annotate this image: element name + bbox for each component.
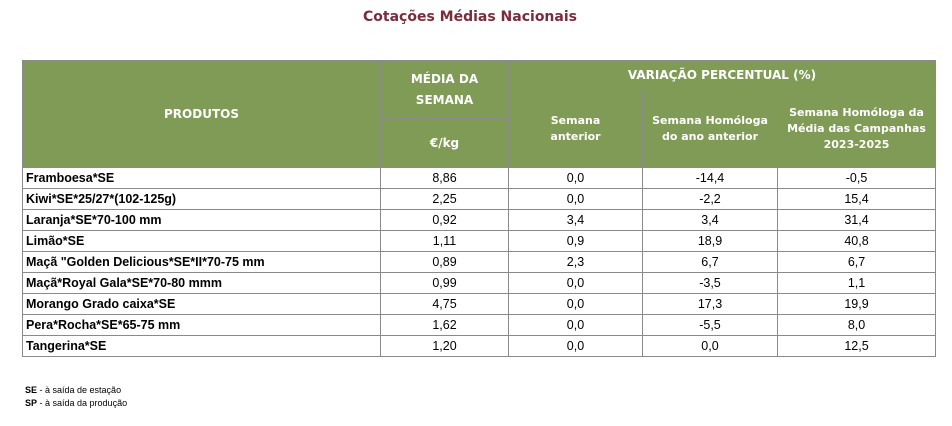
- header-semana-homologa-media-label: Semana Homóloga da Média das Campanhas 2…: [787, 105, 926, 151]
- footnote-se: SE - à saída de estação: [25, 384, 127, 397]
- cell-media: 1,62: [380, 314, 509, 336]
- cell-anterior: 0,0: [508, 272, 643, 294]
- cell-anterior: 2,3: [508, 251, 643, 273]
- cell-homologa: -14,4: [642, 167, 778, 189]
- header-media-semana-label: MÉDIA DA SEMANA: [410, 71, 479, 107]
- cell-homologa-media: 40,8: [776, 230, 937, 252]
- header-produtos: PRODUTOS: [22, 60, 381, 168]
- cell-homologa: -5,5: [642, 314, 778, 336]
- cell-media: 4,75: [380, 293, 509, 315]
- cell-homologa: 17,3: [642, 293, 778, 315]
- cell-produto: Pera*Rocha*SE*65-75 mm: [22, 314, 381, 336]
- table-row: Framboesa*SE 8,86 0,0 -14,4 -0,5: [22, 167, 937, 189]
- cell-homologa-media: 6,7: [776, 251, 937, 273]
- header-semana-anterior-label: Semana anterior: [550, 113, 601, 143]
- cell-media: 0,89: [380, 251, 509, 273]
- cell-media: 0,92: [380, 209, 509, 231]
- cell-produto: Laranja*SE*70-100 mm: [22, 209, 381, 231]
- footnote-se-text: - à saída de estação: [37, 385, 122, 395]
- quotes-table: PRODUTOS MÉDIA DA SEMANA VARIAÇÃO PERCEN…: [22, 60, 937, 357]
- cell-anterior: 0,0: [508, 293, 643, 315]
- table-row: Kiwi*SE*25/27*(102-125g) 2,25 0,0 -2,2 1…: [22, 188, 937, 210]
- cell-homologa-media: -0,5: [776, 167, 937, 189]
- table-row: Laranja*SE*70-100 mm 0,92 3,4 3,4 31,4: [22, 209, 937, 231]
- cell-media: 8,86: [380, 167, 509, 189]
- cell-anterior: 0,0: [508, 188, 643, 210]
- cell-media: 2,25: [380, 188, 509, 210]
- cell-produto: Maçã "Golden Delicious*SE*II*70-75 mm: [22, 251, 381, 273]
- cell-homologa: 0,0: [642, 335, 778, 357]
- footnote-sp-text: - à saída da produção: [37, 398, 128, 408]
- footnotes: SE - à saída de estação SP - à saída da …: [25, 384, 127, 410]
- cell-homologa-media: 31,4: [776, 209, 937, 231]
- cell-anterior: 0,0: [508, 167, 643, 189]
- cell-homologa: 18,9: [642, 230, 778, 252]
- cell-produto: Morango Grado caixa*SE: [22, 293, 381, 315]
- cell-homologa-media: 15,4: [776, 188, 937, 210]
- cell-anterior: 0,9: [508, 230, 643, 252]
- table-row: Maçã "Golden Delicious*SE*II*70-75 mm 0,…: [22, 251, 937, 273]
- cell-media: 0,99: [380, 272, 509, 294]
- cell-media: 1,20: [380, 335, 509, 357]
- table-row: Limão*SE 1,11 0,9 18,9 40,8: [22, 230, 937, 252]
- cell-homologa-media: 8,0: [776, 314, 937, 336]
- cell-homologa: 3,4: [642, 209, 778, 231]
- header-semana-anterior: Semana anterior: [508, 89, 643, 168]
- cell-produto: Limão*SE: [22, 230, 381, 252]
- cell-homologa: -2,2: [642, 188, 778, 210]
- cell-produto: Tangerina*SE: [22, 335, 381, 357]
- header-variacao: VARIAÇÃO PERCENTUAL (%): [507, 60, 937, 90]
- table-row: Pera*Rocha*SE*65-75 mm 1,62 0,0 -5,5 8,0: [22, 314, 937, 336]
- header-unit: €/kg: [380, 118, 509, 168]
- cell-homologa: -3,5: [642, 272, 778, 294]
- table-row: Tangerina*SE 1,20 0,0 0,0 12,5: [22, 335, 937, 357]
- cell-homologa-media: 12,5: [776, 335, 937, 357]
- cell-anterior: 0,0: [508, 335, 643, 357]
- footnote-se-abbr: SE: [25, 385, 38, 395]
- footnote-sp-abbr: SP: [25, 398, 38, 408]
- cell-homologa-media: 1,1: [776, 272, 937, 294]
- cell-homologa-media: 19,9: [776, 293, 937, 315]
- header-media-semana: MÉDIA DA SEMANA: [380, 60, 509, 119]
- cell-produto: Maçã*Royal Gala*SE*70-80 mmm: [22, 272, 381, 294]
- footnote-sp: SP - à saída da produção: [25, 397, 127, 410]
- header-semana-homologa: Semana Homóloga do ano anterior: [642, 89, 778, 168]
- cell-media: 1,11: [380, 230, 509, 252]
- cell-anterior: 3,4: [508, 209, 643, 231]
- cell-produto: Kiwi*SE*25/27*(102-125g): [22, 188, 381, 210]
- page-title: Cotações Médias Nacionais: [363, 9, 577, 25]
- cell-produto: Framboesa*SE: [22, 167, 381, 189]
- cell-anterior: 0,0: [508, 314, 643, 336]
- header-semana-homologa-media: Semana Homóloga da Média das Campanhas 2…: [776, 89, 937, 168]
- table-row: Morango Grado caixa*SE 4,75 0,0 17,3 19,…: [22, 293, 937, 315]
- table-row: Maçã*Royal Gala*SE*70-80 mmm 0,99 0,0 -3…: [22, 272, 937, 294]
- cell-homologa: 6,7: [642, 251, 778, 273]
- header-semana-homologa-label: Semana Homóloga do ano anterior: [652, 113, 768, 143]
